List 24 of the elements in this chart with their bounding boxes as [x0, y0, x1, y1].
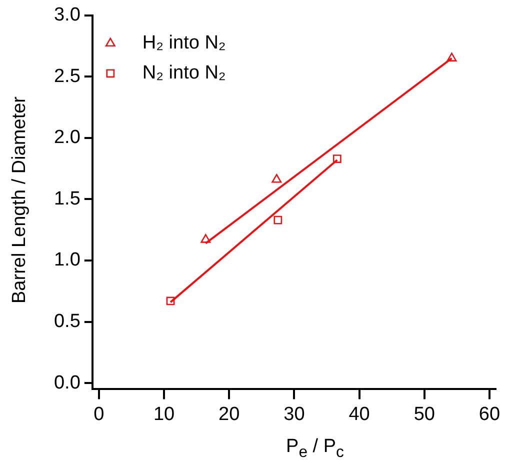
legend-label: N₂ into N₂ — [142, 62, 226, 84]
y-tick-label: 0.0 — [54, 372, 80, 394]
y-tick-label: 1.0 — [54, 250, 80, 271]
y-tick-label: 2.5 — [54, 66, 80, 87]
point — [166, 296, 175, 306]
x-tick-label: 40 — [348, 404, 370, 425]
point — [274, 216, 282, 224]
point — [272, 174, 282, 183]
x-tick-label: 10 — [153, 404, 175, 425]
y-tick-label: 0.5 — [54, 311, 80, 332]
legend-label: H₂ into N₂ — [142, 32, 226, 54]
y-axis-title: Barrel Length / Diameter — [9, 96, 31, 304]
x-tick-label: 50 — [414, 404, 435, 425]
point — [200, 234, 211, 243]
x-tick-label: 0 — [94, 404, 104, 425]
y-tick-label: 3.0 — [54, 4, 80, 26]
x-tick-label: 30 — [284, 404, 305, 425]
x-tick-label: 60 — [478, 404, 500, 425]
y-tick-label: 2.0 — [54, 127, 80, 148]
x-axis-title: P$_{e}$ / P$_{c}$ — [285, 436, 345, 462]
point — [446, 52, 457, 62]
y-tick-label: 1.5 — [54, 188, 80, 210]
x-tick-label: 20 — [218, 404, 240, 425]
point — [332, 154, 342, 163]
